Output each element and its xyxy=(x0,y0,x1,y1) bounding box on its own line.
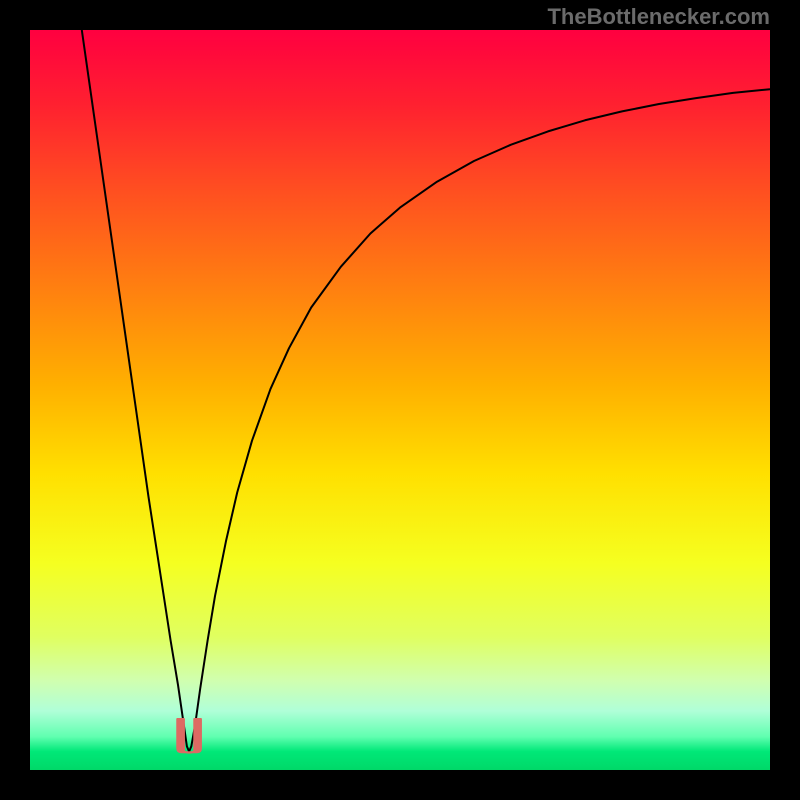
watermark-text: TheBottlenecker.com xyxy=(547,4,770,30)
heat-gradient-background xyxy=(30,30,770,770)
bottleneck-chart xyxy=(30,30,770,770)
plot-area xyxy=(30,30,770,770)
figure-container: TheBottlenecker.com xyxy=(0,0,800,800)
